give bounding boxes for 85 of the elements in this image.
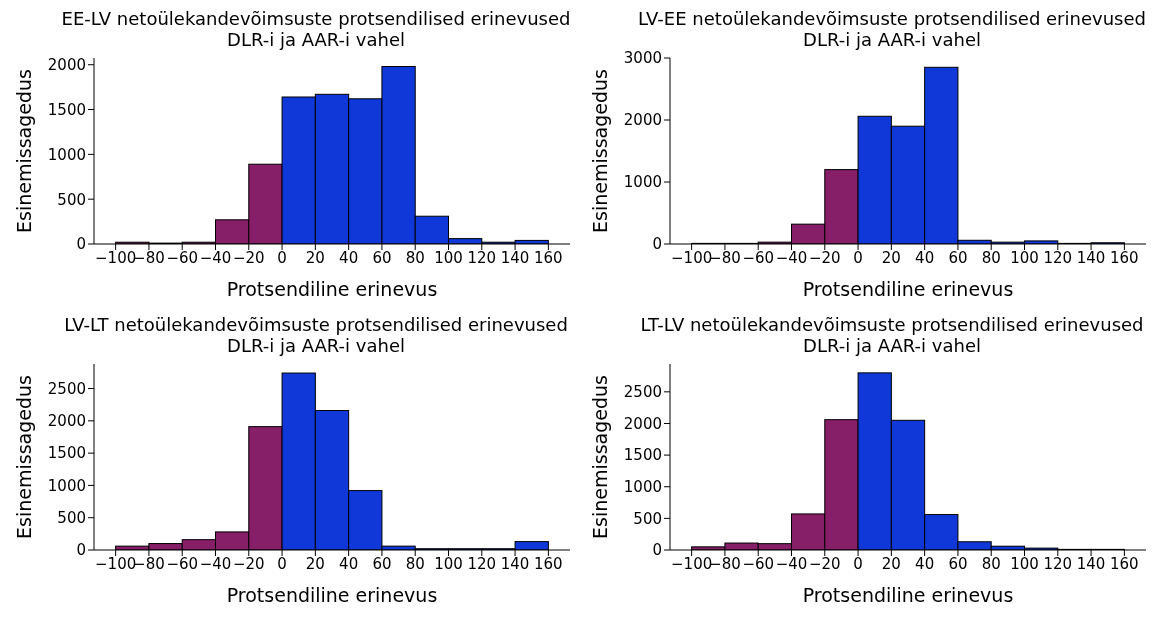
x-tick-label: 40 [915,248,935,267]
x-tick-label: 20 [305,248,325,267]
chart-title: LV-EE netoülekandevõimsuste protsendilised erinevused DLR-i ja AAR-i vahel [637,8,1147,50]
x-tick-label: −20 [232,248,265,267]
x-tick-label: 0 [853,248,863,267]
y-tick-label: 2000 [47,56,86,75]
y-tick-label: 2000 [47,412,86,431]
x-tick-label: −100 [95,248,137,267]
x-tick-label: −60 [742,554,775,573]
x-tick-label: 160 [534,554,563,573]
x-tick-label: −40 [775,248,808,267]
x-tick-label: −60 [166,248,199,267]
y-tick-label: 1000 [47,476,86,495]
y-tick-label: 1500 [47,444,86,463]
y-axis-title: Esinemissagedus [588,375,611,539]
chart-title: LV-LT netoülekandevõimsuste protsendilised erinevused DLR-i ja AAR-i vahel [63,314,569,356]
y-tick-label: 3000 [623,49,662,68]
x-axis-title: Protsendiline erinevus [226,584,438,606]
x-tick-label: 40 [339,248,359,267]
x-tick-label: −40 [775,554,808,573]
y-tick-label: 500 [57,190,86,209]
x-tick-label: 140 [500,248,530,267]
x-tick-label: 80 [405,248,425,267]
x-tick-label: 0 [277,554,287,573]
x-tick-label: 0 [853,554,863,573]
x-tick-label: −60 [166,554,199,573]
y-axis-title: Esinemissagedus [12,375,35,539]
x-tick-label: −100 [671,248,713,267]
x-tick-label: 20 [305,554,325,573]
y-tick-label: 0 [76,235,86,254]
x-tick-label: −100 [671,554,713,573]
y-tick-label: 2000 [623,414,662,433]
x-tick-label: 60 [372,248,392,267]
x-axis-title: Protsendiline erinevus [802,278,1014,300]
x-tick-label: −20 [808,248,841,267]
y-tick-label: 500 [633,509,662,528]
y-tick-label: 1000 [623,173,662,192]
x-tick-label: −60 [742,248,775,267]
x-tick-label: 120 [467,248,497,267]
x-tick-label: −100 [95,554,137,573]
x-tick-label: 0 [277,248,287,267]
y-axis-title: Esinemissagedus [588,69,611,233]
x-tick-label: 20 [881,248,901,267]
x-tick-label: 40 [339,554,359,573]
y-tick-label: 2500 [623,383,662,402]
y-tick-label: 1000 [47,145,86,164]
x-tick-label: 60 [948,554,968,573]
y-tick-label: 0 [652,235,662,254]
x-tick-label: 160 [1110,554,1139,573]
x-axis-title: Protsendiline erinevus [802,584,1014,606]
x-tick-label: 160 [534,248,563,267]
x-tick-label: 60 [372,554,392,573]
x-tick-label: 100 [434,554,463,573]
x-tick-label: −20 [808,554,841,573]
y-tick-label: 1500 [623,446,662,465]
y-tick-label: 500 [57,509,86,528]
x-tick-label: 120 [1043,248,1073,267]
x-tick-label: 80 [981,248,1001,267]
x-tick-label: −40 [199,554,232,573]
y-tick-label: 1500 [47,100,86,119]
x-tick-label: 20 [881,554,901,573]
y-tick-label: 2000 [623,111,662,130]
x-tick-label: 80 [405,554,425,573]
y-tick-label: 0 [652,541,662,560]
chart-title: EE-LV netoülekandevõimsuste protsendilised erinevused DLR-i ja AAR-i vahel [60,8,572,50]
x-tick-label: 80 [981,554,1001,573]
x-tick-label: 100 [1010,248,1039,267]
y-tick-label: 1000 [623,478,662,497]
x-tick-label: 100 [1010,554,1039,573]
x-tick-label: 100 [434,248,463,267]
y-tick-label: 0 [76,541,86,560]
x-tick-label: 60 [948,248,968,267]
x-tick-label: 140 [1076,554,1106,573]
x-tick-label: 140 [500,554,530,573]
x-axis-title: Protsendiline erinevus [226,278,438,300]
x-tick-label: −40 [199,248,232,267]
x-tick-label: 160 [1110,248,1139,267]
x-tick-label: 40 [915,554,935,573]
x-tick-label: 140 [1076,248,1106,267]
x-tick-label: −20 [232,554,265,573]
chart-title: LT-LV netoülekandevõimsuste protsendilised erinevused DLR-i ja AAR-i vahel [639,314,1145,356]
x-tick-label: 120 [467,554,497,573]
y-axis-title: Esinemissagedus [12,69,35,233]
y-tick-label: 2500 [47,379,86,398]
x-tick-label: 120 [1043,554,1073,573]
